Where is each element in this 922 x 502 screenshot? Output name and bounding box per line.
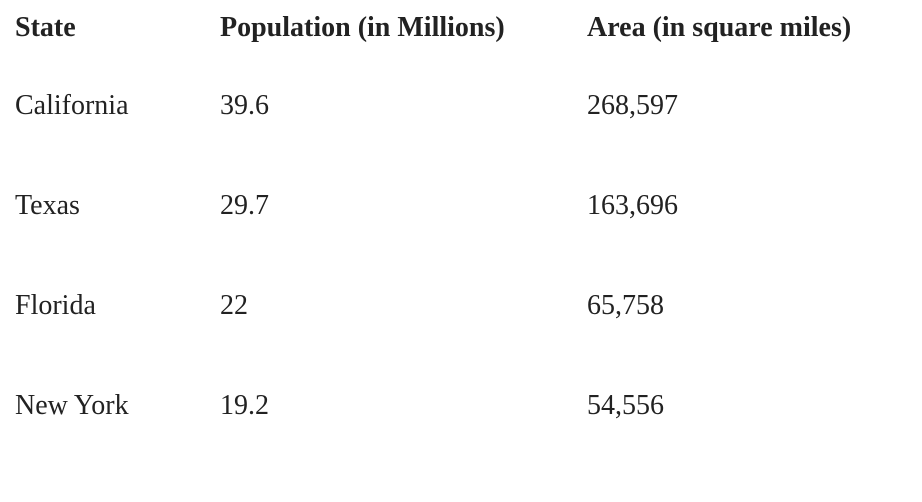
header-row: State Population (in Millions) Area (in … bbox=[0, 0, 922, 56]
cell-state: California bbox=[15, 90, 129, 121]
cell-state: New York bbox=[15, 390, 129, 421]
cell-area: 54,556 bbox=[587, 390, 664, 421]
table-row: Texas 29.7 163,696 bbox=[0, 156, 922, 256]
cell-population: 39.6 bbox=[220, 90, 269, 121]
cell-population: 29.7 bbox=[220, 190, 269, 221]
cell-area: 65,758 bbox=[587, 290, 664, 321]
table-row: California 39.6 268,597 bbox=[0, 56, 922, 156]
header-population: Population (in Millions) bbox=[220, 12, 505, 43]
table-header: State Population (in Millions) Area (in … bbox=[0, 0, 922, 56]
cell-area: 163,696 bbox=[587, 190, 678, 221]
header-area: Area (in square miles) bbox=[587, 12, 852, 43]
state-table: State Population (in Millions) Area (in … bbox=[0, 0, 922, 456]
table-row: New York 19.2 54,556 bbox=[0, 356, 922, 456]
cell-state: Texas bbox=[15, 190, 80, 221]
header-state: State bbox=[15, 12, 76, 43]
cell-population: 19.2 bbox=[220, 390, 269, 421]
table-row: Florida 22 65,758 bbox=[0, 256, 922, 356]
cell-population: 22 bbox=[220, 290, 248, 321]
cell-area: 268,597 bbox=[587, 90, 678, 121]
cell-state: Florida bbox=[15, 290, 96, 321]
table-body: California 39.6 268,597 Texas 29.7 163,6… bbox=[0, 56, 922, 456]
